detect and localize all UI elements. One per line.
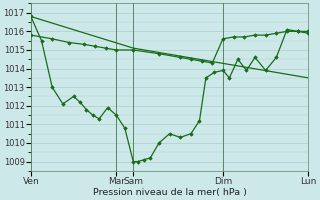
- X-axis label: Pression niveau de la mer( hPa ): Pression niveau de la mer( hPa ): [93, 188, 246, 197]
